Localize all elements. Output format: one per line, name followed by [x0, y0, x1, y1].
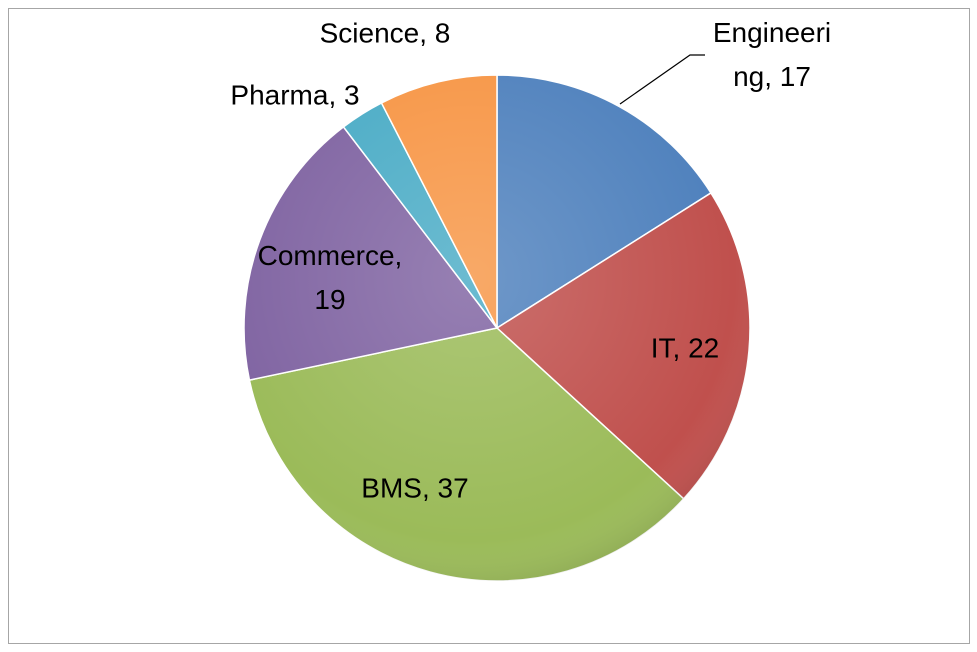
data-label: Commerce, 19: [258, 240, 403, 315]
leader-line: [619, 54, 705, 105]
pie: [243, 74, 751, 582]
data-label: Science, 8: [320, 17, 451, 48]
data-label-line: Commerce,: [258, 240, 403, 271]
data-label: Engineeri ng, 17: [713, 17, 831, 92]
data-label: BMS, 37: [361, 472, 468, 503]
data-label: IT, 22: [651, 332, 719, 363]
labels: Engineeri ng, 17 IT, 22 BMS, 37 Commerce, 19 P…: [230, 17, 831, 503]
data-label-line: ng, 17: [733, 61, 811, 92]
data-label: Pharma, 3: [230, 79, 359, 110]
data-label-line: 19: [314, 284, 345, 315]
data-label-line: Engineeri: [713, 17, 831, 48]
